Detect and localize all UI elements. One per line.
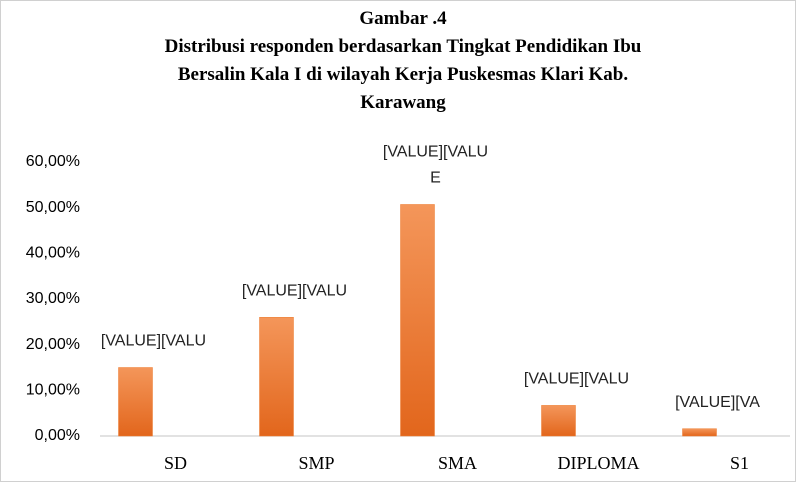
chart-title: Distribusi responden berdasarkan Tingkat… — [165, 36, 642, 57]
y-tick-label: 60,00% — [26, 153, 80, 170]
x-tick-label: DIPLOMA — [557, 453, 639, 473]
bar — [259, 317, 294, 437]
bar — [118, 367, 153, 437]
y-tick-label: 0,00% — [35, 427, 80, 444]
data-label: E — [430, 170, 441, 187]
data-label: [VALUE][VALU — [242, 282, 347, 299]
x-tick-label: SD — [164, 453, 187, 473]
y-tick-label: 40,00% — [26, 245, 80, 262]
bar — [400, 204, 435, 437]
chart-title: Bersalin Kala I di wilayah Kerja Puskesm… — [178, 64, 628, 85]
data-label: [VALUE][VALU — [524, 371, 629, 388]
y-tick-label: 20,00% — [26, 336, 80, 353]
data-label: [VALUE][VALU — [101, 333, 206, 350]
x-tick-label: S1 — [730, 453, 749, 473]
x-tick-label: SMA — [438, 453, 477, 473]
data-label: [VALUE][VALU — [383, 144, 488, 161]
y-tick-label: 30,00% — [26, 290, 80, 307]
y-tick-label: 10,00% — [26, 382, 80, 399]
x-tick-label: SMP — [298, 453, 334, 473]
bar — [682, 428, 717, 437]
y-tick-label: 50,00% — [26, 199, 80, 216]
data-label: [VALUE][VA — [675, 394, 760, 411]
chart-title: Gambar .4 — [359, 8, 447, 29]
chart-title: Karawang — [360, 92, 446, 113]
bar — [541, 405, 576, 437]
